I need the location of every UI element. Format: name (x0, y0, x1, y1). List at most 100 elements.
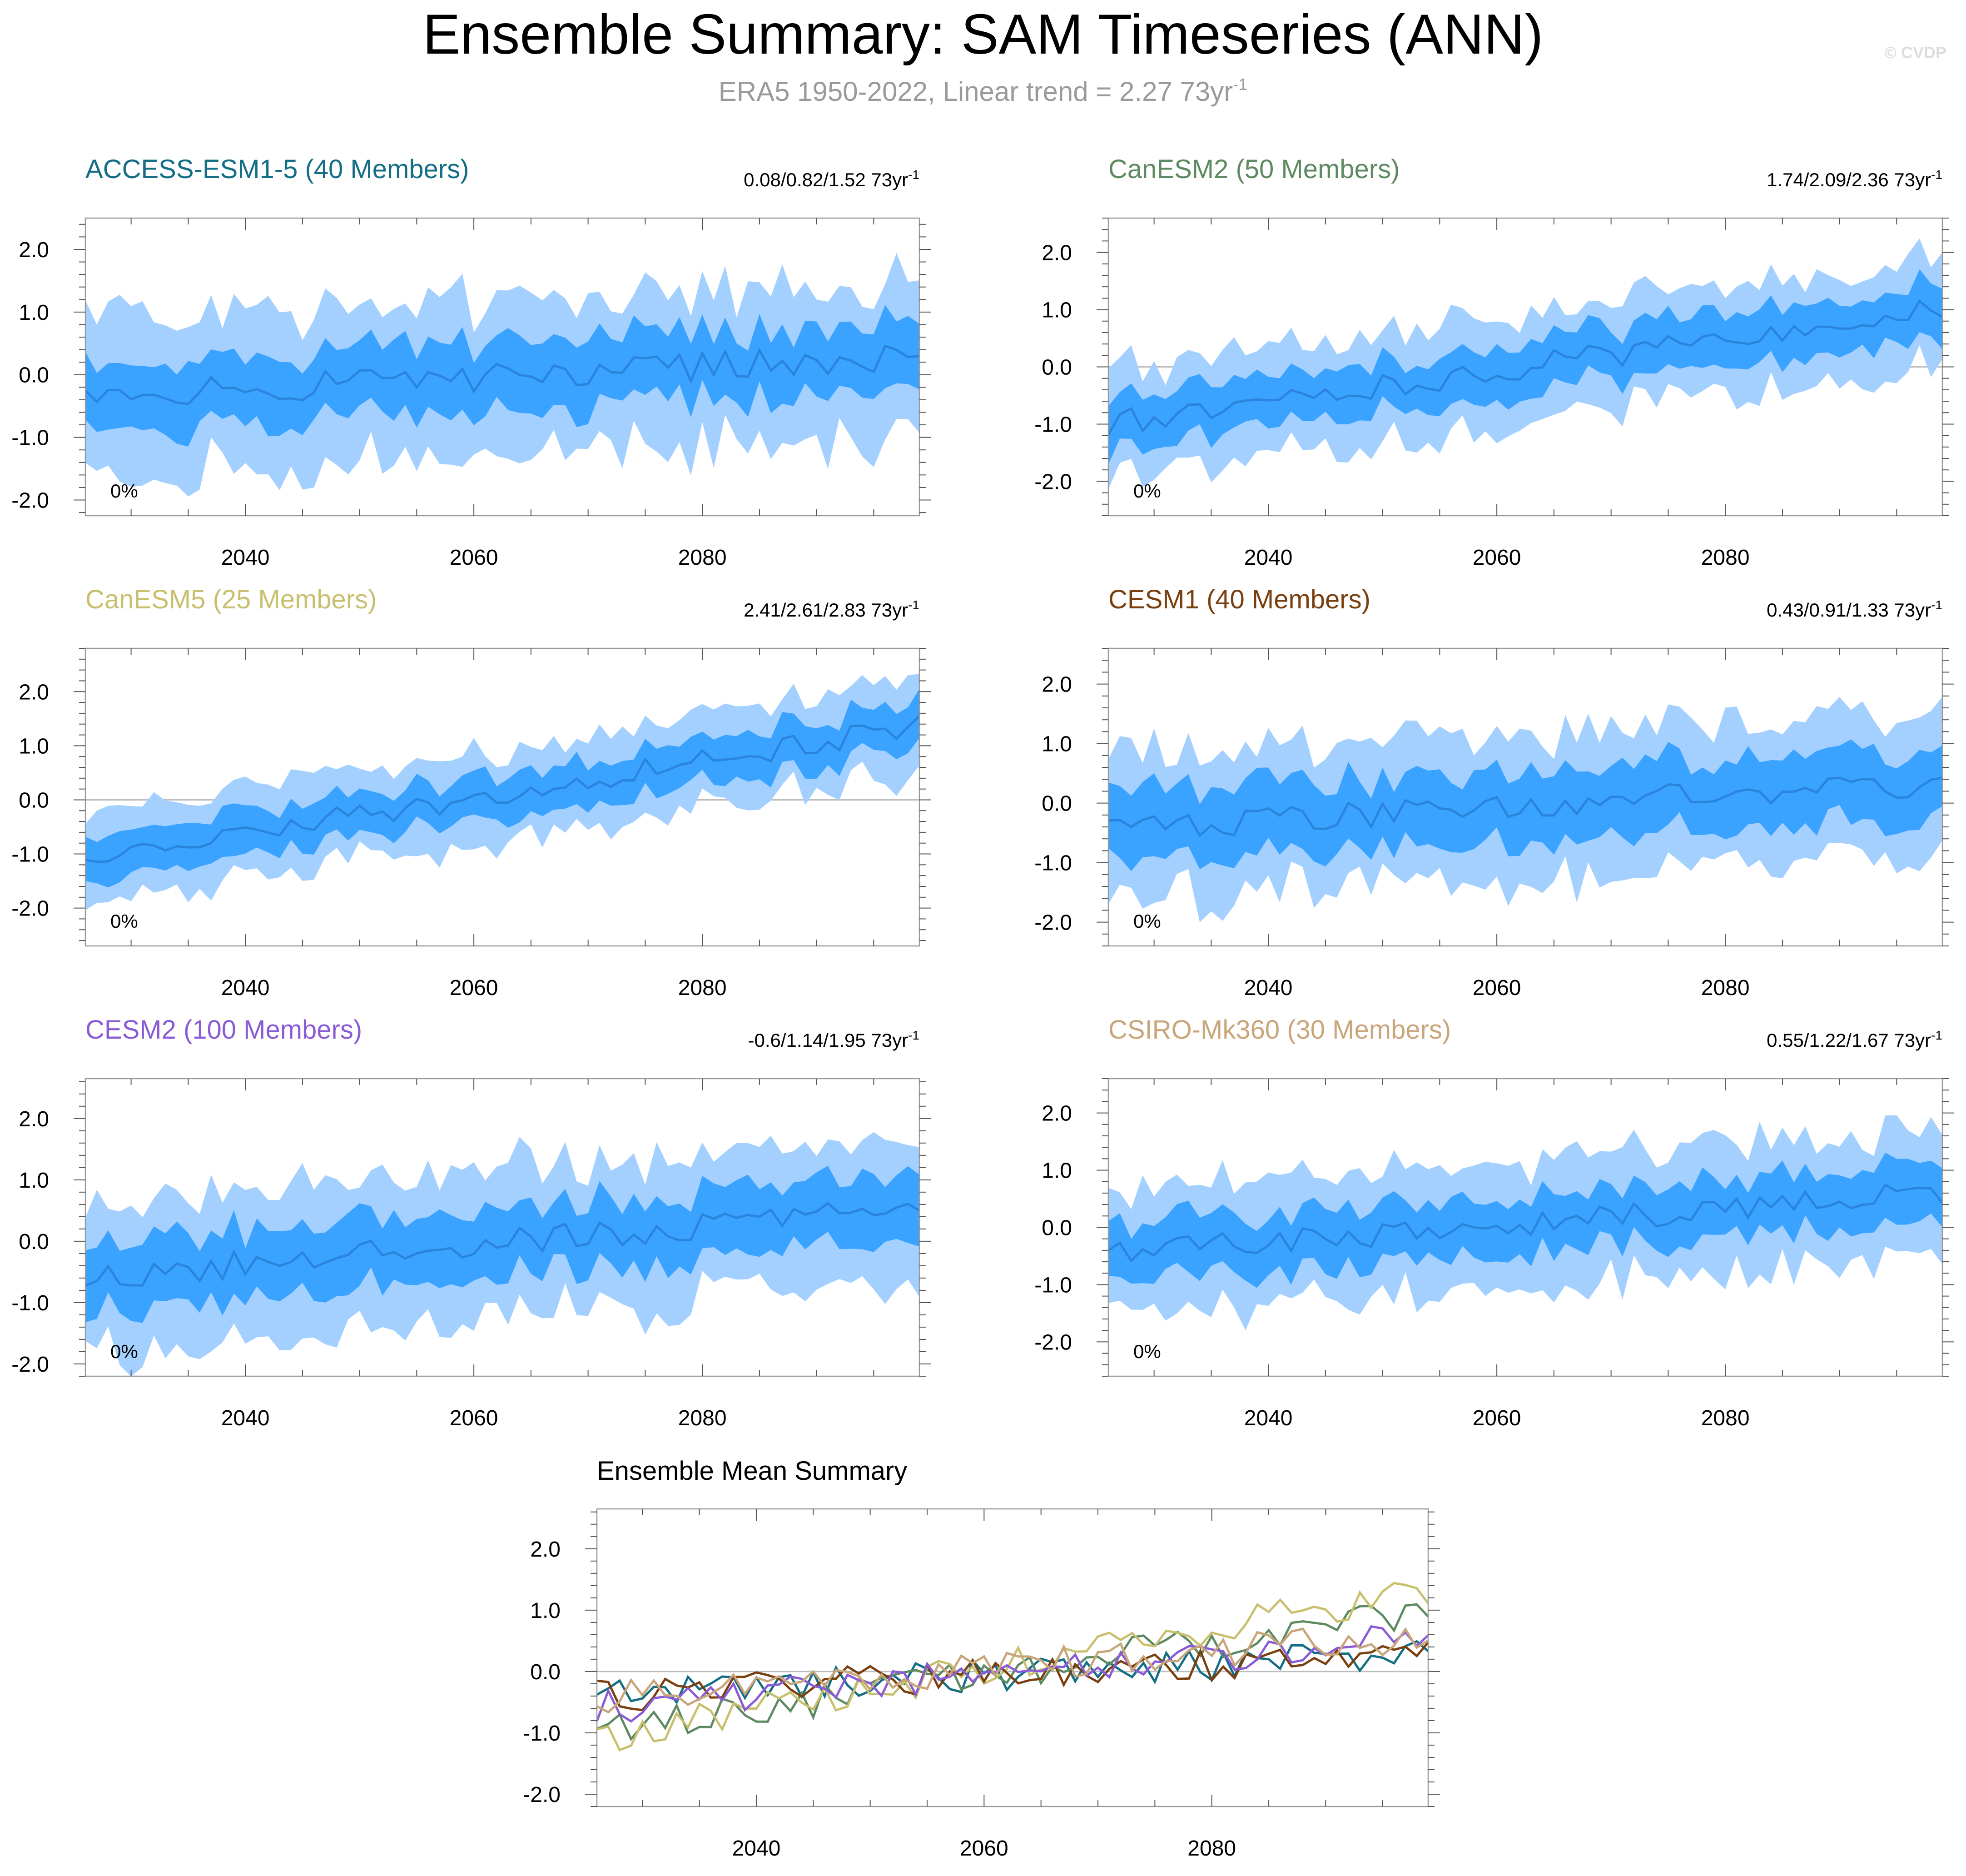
x-tick-label: 2080 (678, 976, 727, 1000)
y-tick-label: 0.0 (19, 788, 49, 812)
y-tick-label: 2.0 (1042, 1102, 1072, 1126)
panel-6: Ensemble Mean Summary 2040 2060 2080 2.0 1.0 0… (523, 1456, 1440, 1861)
y-tick-label: -1.0 (11, 843, 49, 867)
y-tick-label: 2.0 (1042, 673, 1072, 697)
plot-area (1108, 238, 1942, 489)
panel-title: Ensemble Mean Summary (597, 1456, 907, 1486)
panel-0: ACCESS-ESM1-5 (40 Members) 0.08/0.82/1.52… (11, 154, 931, 570)
x-tick-label: 2080 (1701, 1406, 1750, 1430)
y-tick-label: 1.0 (1042, 299, 1072, 323)
plot-area (85, 1132, 919, 1376)
inner-spread-band (85, 689, 919, 888)
y-tick-label: 0.0 (1042, 356, 1072, 380)
plot-frame (84, 647, 920, 947)
y-tick-label: 2.0 (1042, 241, 1072, 265)
x-tick-label: 2040 (732, 1836, 781, 1861)
trend-text: -0.6/1.14/1.95 73yr (748, 1030, 909, 1051)
x-tick-label: 2080 (1701, 976, 1750, 1000)
percent-label: 0% (110, 1341, 138, 1362)
trend-text: 1.74/2.09/2.36 73yr (1767, 169, 1931, 190)
inner-spread-band (85, 1165, 919, 1323)
plot-area (597, 1582, 1428, 1752)
panel-title: CESM2 (100 Members) (85, 1015, 362, 1045)
x-tick-label: 2080 (1187, 1836, 1236, 1861)
ensemble-mean-line (1108, 776, 1942, 837)
panel-title: CSIRO-Mk360 (30 Members) (1108, 1015, 1451, 1045)
percent-label: 0% (110, 480, 138, 502)
y-tick-label: 1.0 (1042, 1159, 1072, 1183)
y-tick-label: -1.0 (1034, 413, 1072, 437)
trend-label: 0.55/1.22/1.67 73yr-1 (1767, 1028, 1942, 1051)
x-tick-label: 2060 (450, 1406, 498, 1430)
panel-title: CanESM2 (50 Members) (1108, 154, 1400, 184)
trend-superscript: -1 (1931, 1028, 1942, 1042)
cvdp-watermark: © CVDP (1884, 43, 1946, 62)
x-tick-label: 2060 (450, 546, 498, 570)
trend-label: 1.74/2.09/2.36 73yr-1 (1767, 168, 1942, 190)
x-tick-label: 2080 (678, 1406, 727, 1430)
x-tick-label: 2040 (221, 1406, 270, 1430)
ensemble-mean-line (1108, 299, 1942, 435)
y-tick-label: 0.0 (19, 1230, 49, 1254)
panel-title: CESM1 (40 Members) (1108, 585, 1370, 614)
percent-label: 0% (1133, 911, 1161, 932)
y-tick-label: -2.0 (1034, 470, 1072, 494)
y-tick-label: 0.0 (1042, 792, 1072, 816)
trend-superscript: -1 (908, 1028, 919, 1042)
y-tick-label: -2.0 (523, 1783, 561, 1807)
y-tick-label: 2.0 (19, 238, 49, 262)
panel-1: CanESM2 (50 Members) 1.74/2.09/2.36 73yr-… (1034, 154, 1954, 570)
y-tick-label: -2.0 (11, 897, 49, 921)
plot-frame (84, 217, 920, 517)
y-tick-label: 1.0 (19, 1169, 49, 1193)
ensemble-mean-line (85, 715, 919, 863)
plot-frame (1107, 647, 1943, 947)
trend-text: 0.08/0.82/1.52 73yr (744, 169, 908, 190)
inner-spread-band (1108, 269, 1942, 465)
y-tick-label: -2.0 (1034, 1330, 1072, 1354)
y-tick-label: 2.0 (19, 1107, 49, 1131)
trend-text: 2.41/2.61/2.83 73yr (744, 599, 908, 621)
panel-title: CanESM5 (25 Members) (85, 585, 377, 614)
trend-label: 0.08/0.82/1.52 73yr-1 (744, 168, 919, 190)
plot-frame (84, 1078, 920, 1377)
y-tick-label: -1.0 (1034, 1273, 1072, 1297)
panels-group: ACCESS-ESM1-5 (40 Members) 0.08/0.82/1.52… (11, 154, 1954, 1861)
plot-area (85, 253, 919, 497)
inner-spread-band (1108, 1153, 1942, 1288)
y-tick-label: 1.0 (19, 734, 49, 758)
x-tick-label: 2060 (960, 1836, 1008, 1861)
plot-area (1108, 1115, 1942, 1330)
subtitle-superscript: -1 (1233, 75, 1247, 94)
y-tick-label: -2.0 (1034, 911, 1072, 935)
x-tick-label: 2040 (221, 976, 270, 1000)
series-line-csiro-mk360 (597, 1627, 1428, 1714)
panel-5: CSIRO-Mk360 (30 Members) 0.55/1.22/1.67 7… (1034, 1015, 1954, 1430)
y-tick-label: 0.0 (530, 1660, 561, 1684)
panel-4: CESM2 (100 Members) -0.6/1.14/1.95 73yr-1… (11, 1015, 931, 1430)
percent-label: 0% (110, 911, 138, 932)
trend-label: 0.43/0.91/1.33 73yr-1 (1767, 598, 1942, 621)
series-line-cesm2 (597, 1625, 1428, 1723)
x-tick-label: 2060 (1473, 976, 1521, 1000)
trend-label: 2.41/2.61/2.83 73yr-1 (744, 598, 919, 621)
y-tick-label: -1.0 (11, 1291, 49, 1315)
x-tick-label: 2040 (1244, 1406, 1293, 1430)
x-tick-label: 2080 (678, 546, 727, 570)
percent-label: 0% (1133, 480, 1161, 502)
x-tick-label: 2040 (1244, 546, 1293, 570)
series-line-access-esm1-5 (597, 1640, 1428, 1705)
trend-superscript: -1 (908, 598, 919, 612)
y-tick-label: -1.0 (523, 1722, 561, 1746)
y-tick-label: -2.0 (11, 489, 49, 513)
y-tick-label: -1.0 (11, 426, 49, 450)
ensemble-mean-line (1108, 1183, 1942, 1263)
x-tick-label: 2040 (1244, 976, 1293, 1000)
panel-2: CanESM5 (25 Members) 2.41/2.61/2.83 73yr-… (11, 585, 931, 1000)
plot-frame (596, 1508, 1429, 1807)
x-tick-label: 2060 (450, 976, 498, 1000)
ensemble-mean-line (85, 1201, 919, 1287)
trend-text: 0.55/1.22/1.67 73yr (1767, 1030, 1931, 1051)
y-tick-label: -1.0 (1034, 851, 1072, 876)
